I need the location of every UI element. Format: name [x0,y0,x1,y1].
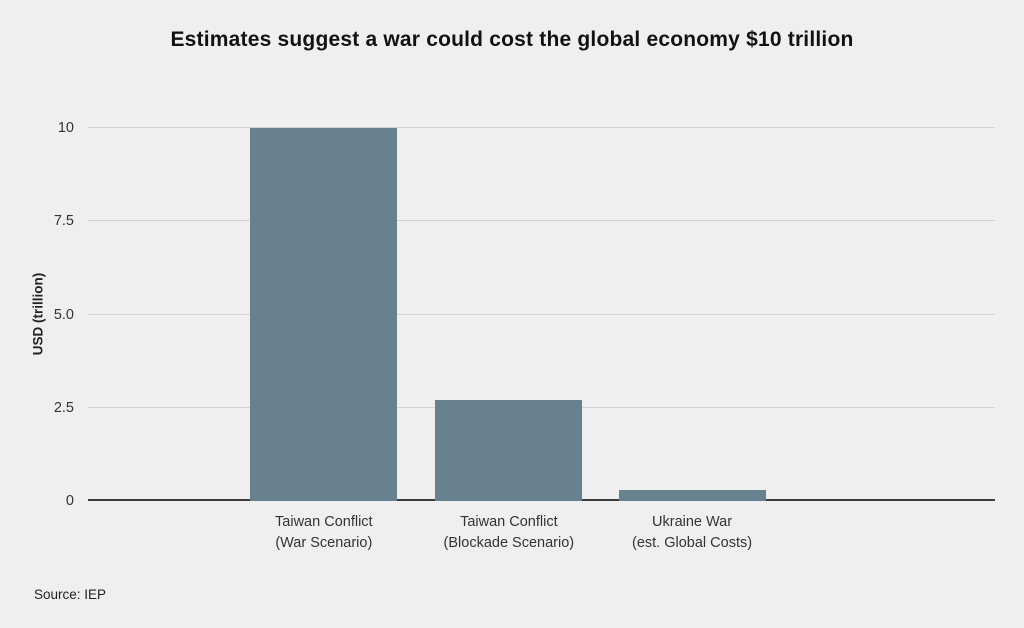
source-note: Source: IEP [34,587,107,602]
y-tick-label: 2.5 [53,399,74,416]
gridline [88,313,995,315]
bar-2 [618,489,766,501]
bar-1 [435,400,583,501]
bar-0 [250,128,398,501]
chart-title: Estimates suggest a war could cost the g… [170,28,854,51]
x-category-label: Taiwan Conflict (Blockade Scenario) [443,514,575,552]
x-category-label: Taiwan Conflict (War Scenario) [275,514,373,552]
y-tick-label: 0 [65,493,74,509]
y-tick-label: 10 [57,120,74,136]
plot-area: 0 2.5 5.0 7.5 10 Taiwan Conflict (War Scenario… [54,120,995,551]
y-axis-label: USD (trillion) [30,272,46,356]
y-tick-label: 7.5 [53,213,74,230]
y-tick-label: 5.0 [53,306,74,323]
x-category-label: Ukraine War (est. Global Costs) [632,514,753,552]
gridline [88,127,995,128]
gridline [88,220,995,222]
